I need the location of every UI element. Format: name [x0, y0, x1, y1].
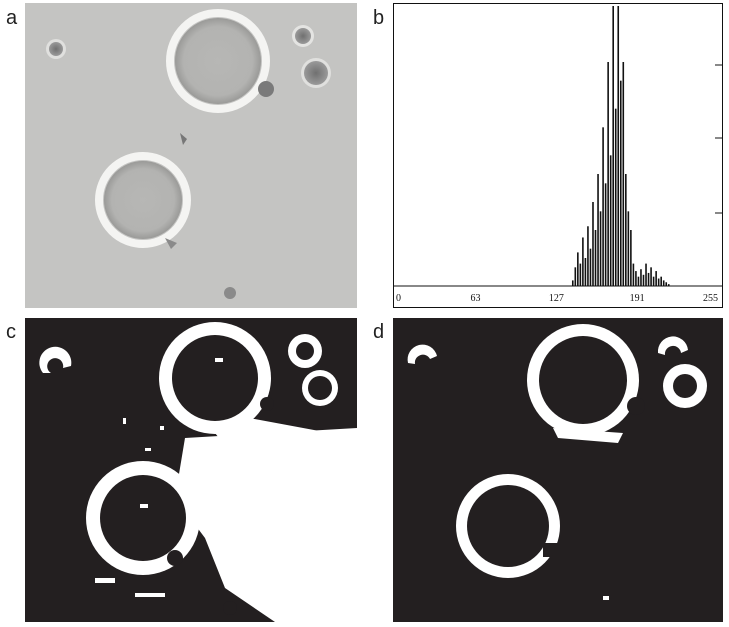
x-tick-label: 191 — [630, 293, 645, 304]
histogram-bar — [571, 280, 574, 286]
histogram-bar — [602, 127, 604, 286]
histogram-bar — [582, 237, 584, 286]
histogram-panel: 0 63 127 191 255 — [393, 3, 723, 308]
histogram-bar — [660, 276, 662, 286]
histogram-bar — [584, 258, 587, 286]
histogram-bar — [657, 278, 660, 286]
histogram-bar — [632, 263, 635, 286]
binary-image-d — [393, 318, 723, 622]
micrograph-image — [25, 3, 357, 308]
binary-threshold-image-d — [393, 318, 723, 622]
panel-label-a: a — [6, 7, 18, 29]
histogram-bar — [625, 174, 627, 286]
histogram-bar — [642, 274, 645, 286]
histogram-bar — [667, 284, 670, 286]
histogram-bar — [612, 6, 614, 286]
histogram-bar — [630, 230, 632, 286]
x-tick-label: 127 — [549, 293, 564, 304]
histogram-bar — [607, 62, 609, 286]
x-tick-label: 63 — [471, 293, 481, 304]
histogram-bar — [640, 269, 642, 286]
histogram-chart: 0 63 127 191 255 — [393, 3, 723, 308]
histogram-bar — [592, 202, 594, 286]
histogram-bar — [655, 271, 657, 286]
histogram-bar — [614, 108, 617, 286]
panel-label-b: b — [373, 7, 385, 29]
histogram-bar — [604, 183, 607, 286]
histogram-bar — [579, 263, 582, 286]
x-tick-label: 0 — [396, 293, 401, 304]
histogram-bar — [574, 267, 577, 286]
histogram-bar — [594, 230, 597, 286]
histogram-bar — [650, 267, 652, 286]
binary-threshold-image-c — [25, 318, 357, 622]
histogram-bar — [635, 271, 637, 286]
histogram-bar — [617, 6, 620, 286]
binary-image-c — [25, 318, 357, 622]
histogram-bar — [589, 248, 592, 286]
micrograph-panel — [25, 3, 357, 308]
histogram-bar — [647, 272, 650, 286]
histogram-bar — [599, 211, 602, 286]
histogram-bar — [619, 80, 622, 286]
panel-label-c: c — [6, 321, 16, 343]
histogram-bar — [652, 276, 655, 286]
histogram-bar — [645, 263, 647, 286]
histogram-bar — [662, 280, 665, 286]
histogram-bar — [627, 211, 630, 286]
histogram-bar — [609, 155, 612, 286]
histogram-frame — [393, 3, 723, 308]
histogram-bar — [665, 282, 668, 286]
panel-label-d: d — [373, 321, 385, 343]
histogram-bar — [622, 62, 625, 286]
histogram-bar — [637, 276, 640, 286]
histogram-bar — [597, 174, 599, 286]
x-tick-label: 255 — [703, 293, 718, 304]
histogram-bar — [587, 226, 589, 286]
histogram-bar — [577, 252, 579, 286]
